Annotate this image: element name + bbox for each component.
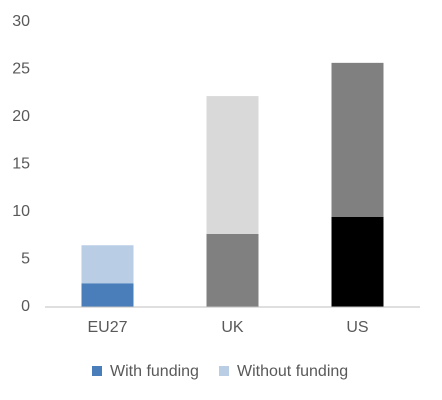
y-tick-label: 25 bbox=[12, 61, 30, 78]
bar-segment bbox=[206, 96, 259, 234]
bar-segment bbox=[206, 233, 259, 307]
legend: With funding Without funding bbox=[92, 363, 348, 380]
bar-segment bbox=[331, 62, 384, 217]
bar-segment bbox=[81, 283, 134, 307]
y-tick-label: 10 bbox=[12, 203, 30, 220]
x-tick-label: EU27 bbox=[87, 319, 127, 336]
y-tick-label: 5 bbox=[21, 251, 30, 268]
bar-segment bbox=[331, 216, 384, 307]
y-tick-label: 30 bbox=[12, 13, 30, 30]
legend-label: With funding bbox=[110, 363, 199, 380]
bar-segment bbox=[81, 245, 134, 284]
x-tick-label: US bbox=[346, 319, 368, 336]
legend-swatch bbox=[219, 366, 229, 376]
legend-label: Without funding bbox=[237, 363, 348, 380]
x-tick-label: UK bbox=[221, 319, 244, 336]
y-tick-label: 0 bbox=[21, 298, 30, 315]
y-tick-label: 20 bbox=[12, 108, 30, 125]
y-tick-label: 15 bbox=[12, 156, 30, 173]
legend-swatch bbox=[92, 366, 102, 376]
